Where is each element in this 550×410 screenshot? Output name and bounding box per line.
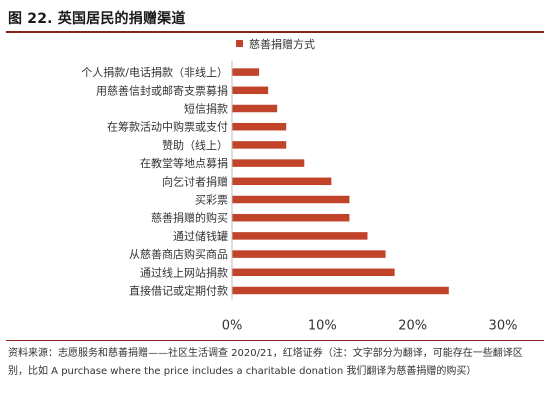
bar bbox=[232, 268, 395, 277]
bar bbox=[232, 141, 287, 149]
title-rule bbox=[6, 31, 544, 33]
category-label: 向乞讨者捐赠 bbox=[162, 174, 228, 188]
category-label: 在筹款活动中购票或支付 bbox=[107, 120, 228, 134]
source-note: 资料来源：志愿服务和慈善捐赠——社区生活调查 2020/21，红塔证券（注：文字… bbox=[8, 348, 523, 377]
category-label: 直接借记或定期付款 bbox=[129, 284, 228, 298]
x-tick-label: 0% bbox=[222, 319, 243, 334]
x-tick-label: 30% bbox=[489, 319, 518, 334]
legend-label: 慈善捐赠方式 bbox=[249, 37, 315, 51]
bar bbox=[232, 68, 260, 76]
category-label: 用慈善信封或邮寄支票募捐 bbox=[96, 83, 228, 97]
bar bbox=[232, 195, 350, 204]
bar bbox=[232, 104, 278, 113]
bar bbox=[232, 159, 305, 167]
chart-title: 图 22. 英国居民的捐赠渠道 bbox=[8, 11, 186, 27]
category-label: 通过线上网站捐款 bbox=[140, 265, 228, 279]
bar bbox=[232, 177, 332, 186]
bar bbox=[232, 250, 386, 258]
category-label: 从慈善商店购买商品 bbox=[129, 247, 228, 261]
x-tick-label: 10% bbox=[308, 319, 337, 334]
legend: 慈善捐赠方式 bbox=[236, 37, 315, 51]
category-label: 慈善捐赠的购买 bbox=[151, 211, 228, 225]
category-label: 在教堂等地点募捐 bbox=[140, 156, 228, 170]
bar-chart: 慈善捐赠方式 个人捐款/电话捐款（非线上） 用慈善信封或邮寄支票募捐短信捐款在筹款… bbox=[81, 37, 517, 334]
bar bbox=[232, 86, 269, 95]
bar bbox=[232, 122, 287, 131]
category-label: 短信捐款 bbox=[184, 102, 228, 116]
source-rule bbox=[6, 340, 544, 341]
bar bbox=[232, 213, 350, 222]
plot-area: 个人捐款/电话捐款（非线上） 用慈善信封或邮寄支票募捐短信捐款在筹款活动中购票或支… bbox=[81, 61, 517, 334]
category-label: 赞助（线上） bbox=[162, 138, 228, 152]
bar bbox=[232, 232, 368, 240]
category-label: 个人捐款/电话捐款（非线上） bbox=[81, 65, 228, 79]
category-label: 通过储钱罐 bbox=[173, 229, 228, 243]
legend-swatch bbox=[236, 40, 243, 47]
x-tick-label: 20% bbox=[398, 319, 427, 334]
category-label: 买彩票 bbox=[195, 194, 228, 207]
bar bbox=[232, 286, 449, 295]
